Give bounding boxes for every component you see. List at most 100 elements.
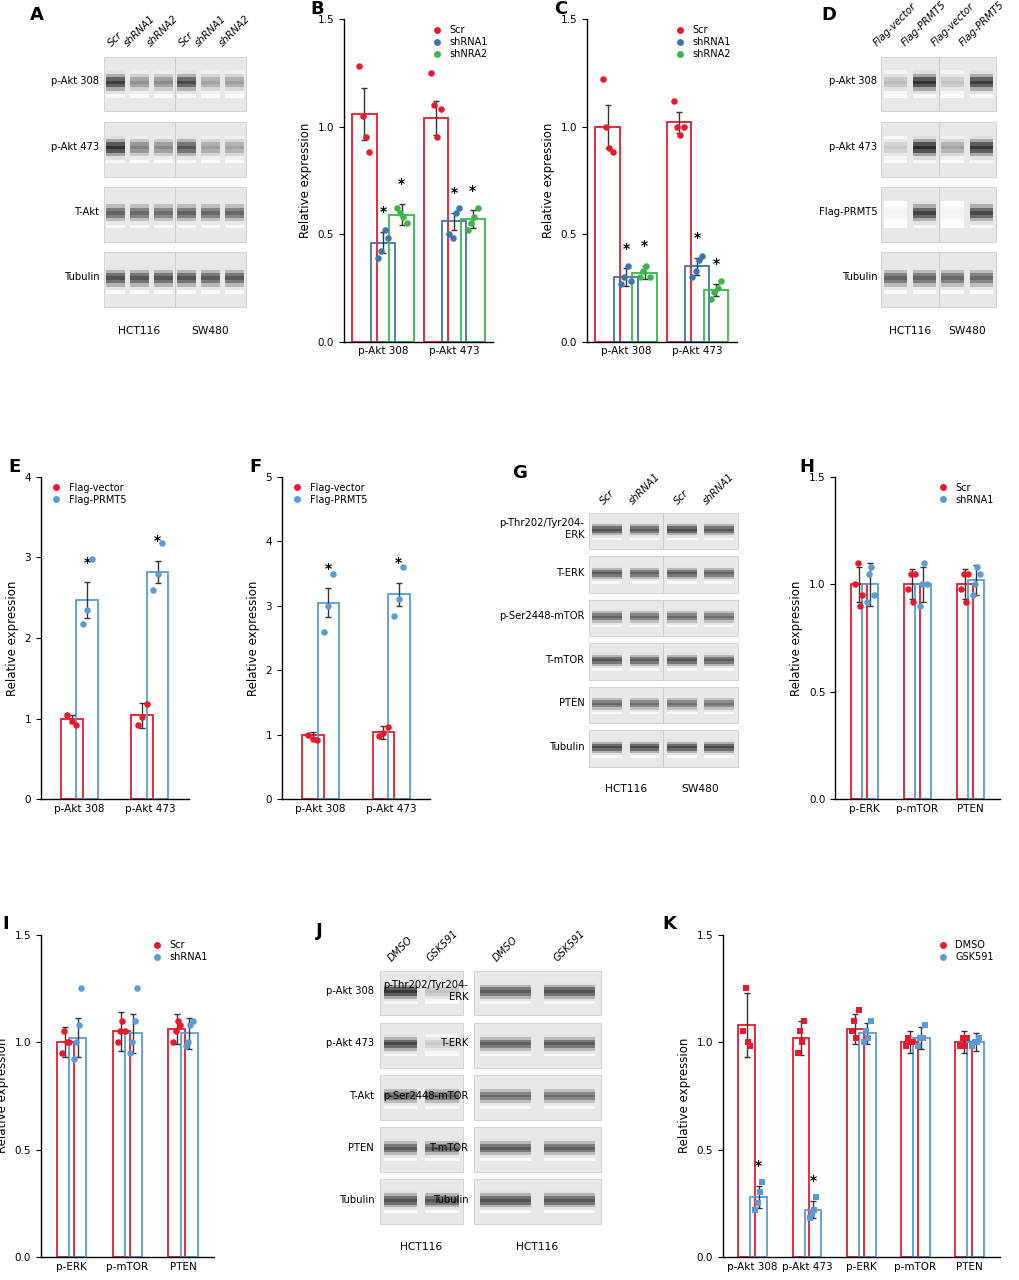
Bar <box>106 81 125 84</box>
Bar <box>882 207 906 211</box>
Bar <box>882 280 906 283</box>
Bar <box>666 621 696 622</box>
Bar <box>224 270 244 273</box>
Bar <box>666 570 696 572</box>
Bar <box>703 577 734 579</box>
Text: *: * <box>809 1174 816 1188</box>
Bar <box>912 287 934 291</box>
Bar <box>201 160 220 163</box>
Bar <box>425 1144 459 1147</box>
Bar <box>666 622 696 625</box>
Bar <box>592 616 622 618</box>
Bar <box>425 998 459 1001</box>
Bar <box>425 1207 459 1211</box>
Bar <box>969 77 993 81</box>
Bar <box>154 270 172 273</box>
Bar <box>666 657 696 659</box>
Bar <box>480 1193 531 1197</box>
Bar <box>666 662 696 664</box>
Point <box>915 553 931 573</box>
Bar <box>969 95 993 97</box>
Bar <box>629 581 659 584</box>
Bar <box>941 211 964 215</box>
Bar <box>882 70 906 74</box>
Bar <box>177 276 196 280</box>
Bar <box>912 276 934 280</box>
Bar <box>201 142 220 146</box>
Bar <box>480 1094 531 1097</box>
Bar <box>129 77 149 81</box>
Bar <box>592 712 622 714</box>
Text: HCT116: HCT116 <box>118 326 160 337</box>
Point <box>843 1021 859 1042</box>
Bar <box>177 152 196 156</box>
Bar <box>480 1037 531 1039</box>
Bar <box>224 221 244 225</box>
Point <box>450 198 467 219</box>
Bar <box>592 579 622 581</box>
Bar <box>543 1053 594 1056</box>
Bar <box>592 700 622 703</box>
Bar <box>425 1156 459 1158</box>
Bar <box>129 156 149 160</box>
Bar <box>224 74 244 77</box>
Point <box>684 266 700 287</box>
Point <box>612 273 629 293</box>
Bar <box>112 1032 129 1257</box>
Point <box>63 710 79 731</box>
Bar <box>383 991 417 993</box>
Point <box>394 557 411 577</box>
Bar <box>201 270 220 273</box>
Bar <box>592 755 622 758</box>
Bar <box>703 567 734 570</box>
Bar <box>129 70 149 74</box>
Text: shRNA2: shRNA2 <box>146 13 180 49</box>
FancyBboxPatch shape <box>937 187 996 242</box>
Text: Tubulin: Tubulin <box>432 1196 468 1204</box>
Text: T-ERK: T-ERK <box>555 567 584 577</box>
Bar <box>129 140 149 142</box>
Bar <box>703 749 734 751</box>
Bar <box>666 534 696 535</box>
Bar <box>969 205 993 207</box>
Legend: Scr, shRNA1, shNRA2: Scr, shRNA1, shNRA2 <box>426 24 488 60</box>
Bar <box>629 567 659 570</box>
Point <box>370 247 386 268</box>
Point <box>154 532 170 553</box>
Point <box>600 138 616 159</box>
Bar <box>882 215 906 218</box>
Bar <box>941 273 964 276</box>
Bar <box>543 984 594 987</box>
Bar <box>425 1193 459 1197</box>
Bar <box>129 87 149 91</box>
Bar <box>629 662 659 664</box>
Bar <box>629 575 659 577</box>
Text: Scr: Scr <box>106 29 124 49</box>
Bar <box>703 618 734 621</box>
Bar <box>666 664 696 666</box>
Bar <box>666 668 696 671</box>
Bar <box>956 585 972 799</box>
Bar <box>629 534 659 535</box>
Bar <box>106 91 125 95</box>
Bar <box>154 136 172 140</box>
Bar <box>592 581 622 584</box>
Bar <box>224 152 244 156</box>
Bar <box>154 87 172 91</box>
Bar <box>425 1158 459 1161</box>
FancyBboxPatch shape <box>104 122 175 177</box>
Bar <box>666 696 696 698</box>
Bar <box>383 1202 417 1204</box>
Bar <box>666 535 696 538</box>
Bar <box>703 668 734 671</box>
Text: *: * <box>379 205 386 219</box>
FancyBboxPatch shape <box>662 730 737 767</box>
Bar <box>425 1094 459 1097</box>
Bar <box>543 996 594 998</box>
Point <box>61 1032 77 1052</box>
Bar <box>129 91 149 95</box>
Bar <box>154 91 172 95</box>
Point <box>320 595 336 616</box>
Bar <box>201 221 220 225</box>
Bar <box>177 146 196 150</box>
